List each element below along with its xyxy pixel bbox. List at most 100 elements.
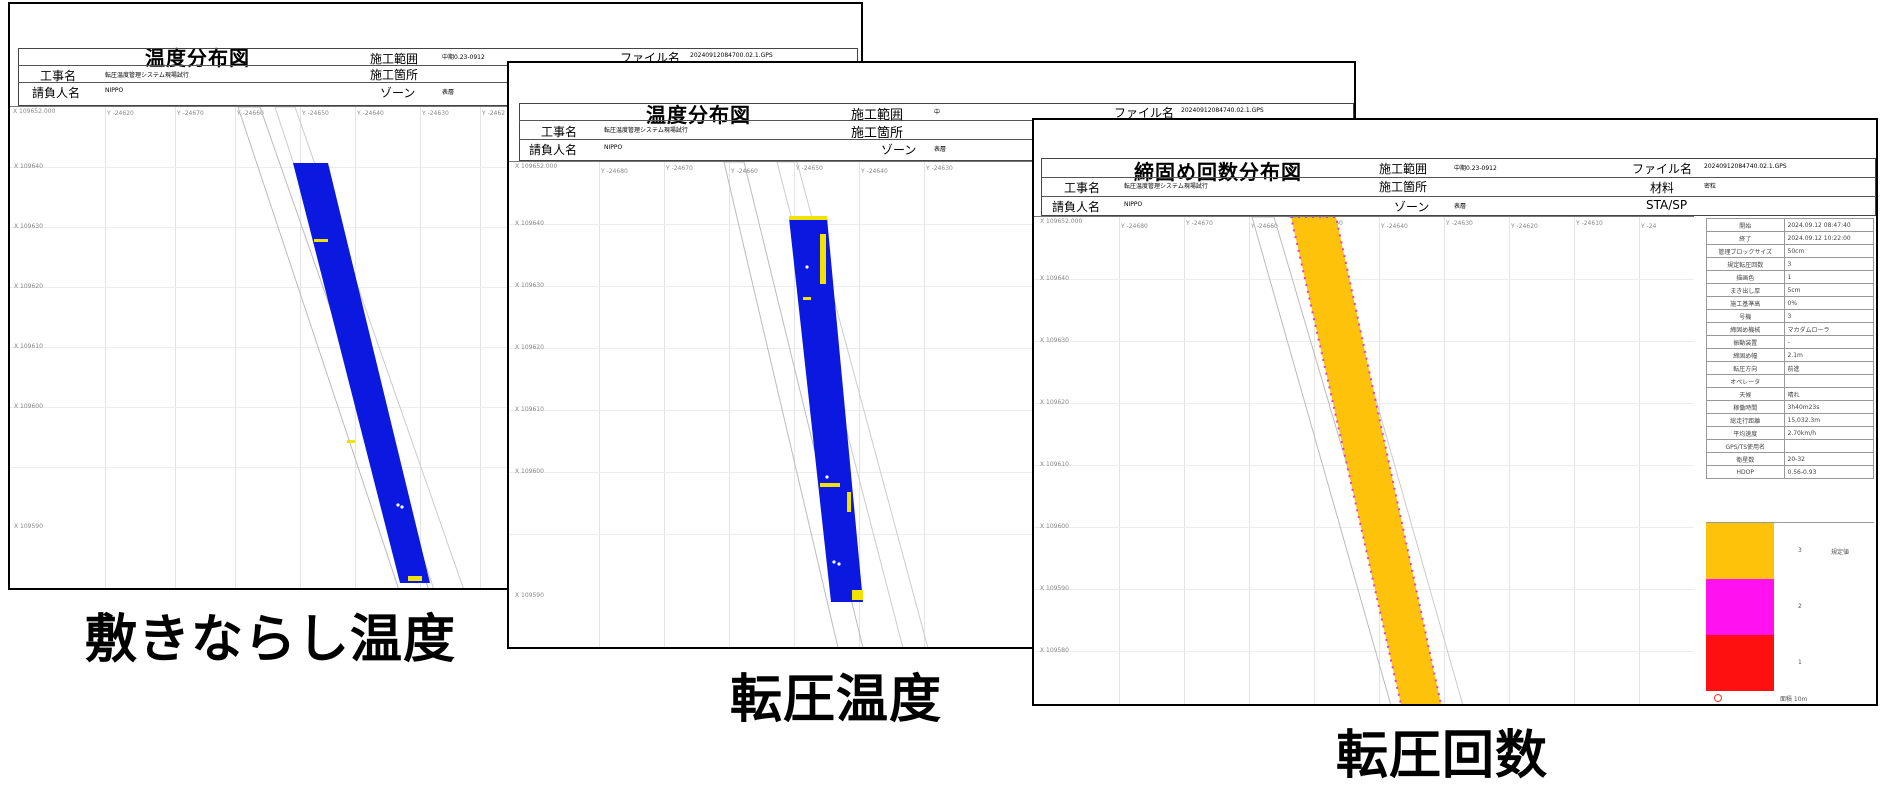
y-tick: X 109600 xyxy=(14,403,43,410)
temp-anomaly xyxy=(314,239,328,242)
grid-line xyxy=(10,287,861,288)
label-project: 工事名 xyxy=(541,125,578,139)
grid-line xyxy=(1034,279,1694,280)
temp-anomaly xyxy=(820,234,826,284)
info-row: 管理ブロックサイズ 50cm xyxy=(1706,244,1875,258)
legend: 3 規定値 2 1 面積 10m xyxy=(1706,522,1874,703)
temp-anomaly xyxy=(347,440,355,443)
info-value: 2.70km/h xyxy=(1783,426,1875,440)
label-contractor: 請負人名 xyxy=(32,86,81,100)
grid-line xyxy=(1444,217,1445,704)
info-value xyxy=(1783,439,1875,453)
spreading-temp-strip xyxy=(293,163,430,583)
info-key: 天候 xyxy=(1706,387,1785,401)
y-tick: X 109610 xyxy=(1040,461,1069,468)
temp-anomaly xyxy=(852,590,863,600)
grid-line xyxy=(509,348,1354,349)
info-key: 規定転圧回数 xyxy=(1706,257,1785,271)
file-value: 20240912084700.02.1.GPS xyxy=(690,52,773,59)
info-row: 稼働時間 3h40m23s xyxy=(1706,400,1875,414)
temp-void xyxy=(837,562,841,566)
info-value: 3h40m23s xyxy=(1783,400,1875,414)
header-frame xyxy=(1041,158,1876,216)
x-tick: Y -24650 xyxy=(302,110,329,117)
grid-line xyxy=(794,162,795,647)
grid-line xyxy=(1509,217,1510,704)
road-outline xyxy=(723,162,864,647)
temperature-strip xyxy=(237,107,464,588)
project-value: 転圧温度管理システム現場試行 xyxy=(1124,183,1208,190)
temp-anomaly xyxy=(847,492,851,512)
header-divider xyxy=(18,65,858,66)
legend-swatch-1 xyxy=(1706,635,1774,691)
grid-line xyxy=(859,162,860,647)
label-project: 工事名 xyxy=(1064,181,1101,195)
sheet-rolling-count: 締固め回数分布図 施工範囲 中期0.23-0912 ファイル名 20240912… xyxy=(1032,118,1878,706)
info-key: 管理ブロックサイズ xyxy=(1706,244,1785,258)
work-info-table: 開始 2024.09.12 08:47:40 終了 2024.09.12 10:22:… xyxy=(1706,218,1875,479)
legend-swatch-3 xyxy=(1706,523,1774,579)
sheet-title: 締固め回数分布図 xyxy=(1134,160,1302,184)
label-contractor: 請負人名 xyxy=(529,143,578,157)
info-value: 前進 xyxy=(1783,361,1875,375)
y-tick: X 109580 xyxy=(1040,647,1069,654)
label-range: 施工範囲 xyxy=(851,108,904,123)
x-tick: Y -24610 xyxy=(1576,220,1603,227)
label-file: ファイル名 xyxy=(1114,106,1175,120)
grid-line xyxy=(1314,217,1315,704)
grid-line xyxy=(509,224,1354,225)
info-key: オペレータ xyxy=(1706,374,1785,388)
range-value: 中期0.23-0912 xyxy=(1454,165,1497,172)
y-tick: X 109630 xyxy=(515,282,544,289)
y-tick: X 109640 xyxy=(515,220,544,227)
road-outline xyxy=(237,107,429,588)
x-tick: Y -24630 xyxy=(1446,220,1473,227)
info-row: 転圧方向 前進 xyxy=(1706,361,1875,375)
header-divider xyxy=(519,120,1354,121)
label-location: 施工箇所 xyxy=(1379,180,1428,194)
info-key: 総走行距離 xyxy=(1706,413,1785,427)
header-divider xyxy=(1041,177,1876,178)
x-tick: Y -24620 xyxy=(1511,223,1538,230)
temperature-strip xyxy=(723,162,929,647)
rolling-temp-strip xyxy=(789,218,863,602)
grid-line xyxy=(509,410,1354,411)
grid-line xyxy=(509,534,1354,535)
x-tick: Y -24660 xyxy=(1251,223,1278,230)
info-key: 施工基準高 xyxy=(1706,296,1785,310)
grid-line xyxy=(10,227,861,228)
temp-void xyxy=(832,560,836,564)
contractor-value: NIPPO xyxy=(105,87,124,94)
x-tick: Y -24 xyxy=(1641,223,1657,230)
contractor-value: NIPPO xyxy=(604,144,623,151)
rolling-count-strip xyxy=(1289,217,1442,704)
x-tick: Y -24640 xyxy=(1381,223,1408,230)
info-key: 衛星数 xyxy=(1706,452,1785,466)
grid-line xyxy=(1119,217,1120,704)
temp-void xyxy=(825,475,829,479)
info-value: 0% xyxy=(1783,296,1875,310)
info-key: 稼働時間 xyxy=(1706,400,1785,414)
grid-line xyxy=(1639,217,1640,704)
file-value: 20240912084740.02.1.GPS xyxy=(1181,107,1264,114)
info-key: まき出し厚 xyxy=(1706,283,1785,297)
x-tick: Y -24680 xyxy=(601,168,628,175)
info-row: 締固め機械 マカダムローラ xyxy=(1706,322,1875,336)
label-material: 材料 xyxy=(1650,181,1675,195)
info-row: オペレータ xyxy=(1706,374,1875,388)
temp-anomaly xyxy=(820,483,840,487)
info-value: 5cm xyxy=(1783,283,1875,297)
grid-line xyxy=(509,472,1354,473)
header-divider xyxy=(519,139,1354,140)
x-tick: Y -24630 xyxy=(926,165,953,172)
corner-tick: X 109652.000 xyxy=(1040,218,1083,225)
caption-rolling-temperature: 転圧温度 xyxy=(730,670,943,730)
y-tick: X 109590 xyxy=(515,592,544,599)
grid-line xyxy=(1184,217,1185,704)
x-tick: Y -24640 xyxy=(861,168,888,175)
zone-value: 表層 xyxy=(1454,203,1467,210)
info-row: 施工基準高 0% xyxy=(1706,296,1875,310)
label-zone: ゾーン xyxy=(380,86,416,100)
y-tick: X 109640 xyxy=(1040,275,1069,282)
label-location: 施工箇所 xyxy=(370,68,419,82)
